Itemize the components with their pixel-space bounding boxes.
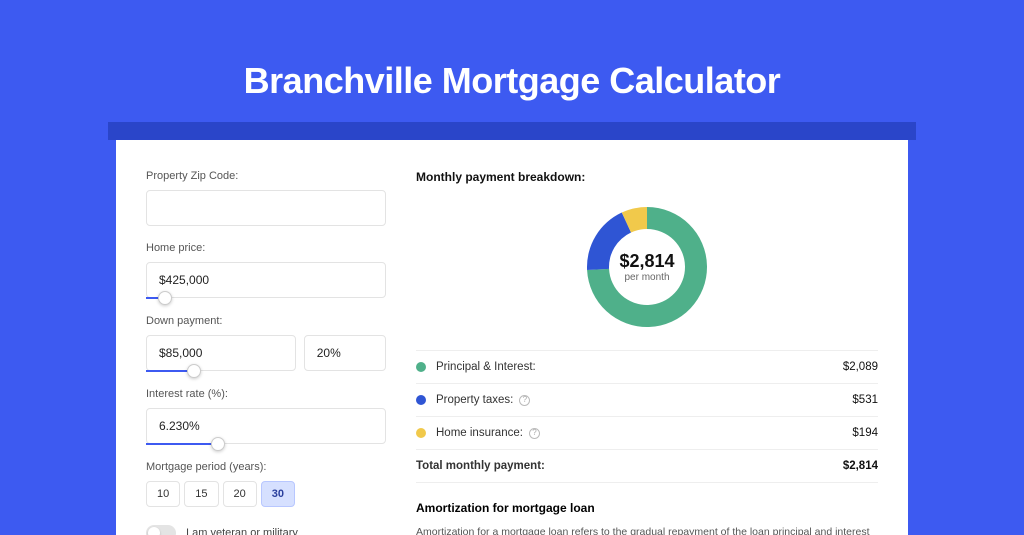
- period-group: Mortgage period (years): 10152030: [146, 461, 386, 507]
- color-swatch: [416, 362, 426, 372]
- period-button-10[interactable]: 10: [146, 481, 180, 507]
- interest-rate-slider-fill: [146, 443, 218, 445]
- down-payment-label: Down payment:: [146, 315, 386, 327]
- down-payment-group: Down payment:: [146, 315, 386, 372]
- breakdown-label: Home insurance:?: [436, 427, 852, 439]
- breakdown-total-row: Total monthly payment:$2,814: [416, 450, 878, 483]
- veteran-label: I am veteran or military: [186, 527, 298, 535]
- breakdown-row: Home insurance:?$194: [416, 417, 878, 450]
- amortization-text: Amortization for a mortgage loan refers …: [416, 525, 878, 535]
- breakdown-value: $2,089: [843, 361, 878, 373]
- breakdown-label: Property taxes:?: [436, 394, 852, 406]
- form-column: Property Zip Code: Home price: Down paym…: [146, 170, 386, 525]
- period-button-15[interactable]: 15: [184, 481, 218, 507]
- breakdown-row: Property taxes:?$531: [416, 384, 878, 417]
- donut-amount: $2,814: [619, 251, 674, 272]
- breakdown-row: Principal & Interest:$2,089: [416, 351, 878, 384]
- donut-chart: $2,814 per month: [582, 202, 712, 332]
- down-payment-pct-input[interactable]: [304, 335, 386, 371]
- zip-label: Property Zip Code:: [146, 170, 386, 182]
- interest-rate-input[interactable]: [146, 408, 386, 444]
- interest-rate-slider[interactable]: [146, 443, 386, 445]
- period-button-30[interactable]: 30: [261, 481, 295, 507]
- breakdown-column: Monthly payment breakdown: $2,814 per mo…: [416, 170, 878, 525]
- info-icon[interactable]: ?: [519, 395, 530, 406]
- breakdown-total-label: Total monthly payment:: [416, 460, 843, 472]
- veteran-row: I am veteran or military: [146, 525, 386, 535]
- calculator-card: Property Zip Code: Home price: Down paym…: [116, 140, 908, 535]
- down-payment-slider[interactable]: [146, 370, 386, 372]
- info-icon[interactable]: ?: [529, 428, 540, 439]
- down-payment-amount-input[interactable]: [146, 335, 296, 371]
- home-price-input[interactable]: [146, 262, 386, 298]
- card-shadow: [108, 122, 916, 140]
- period-button-20[interactable]: 20: [223, 481, 257, 507]
- color-swatch: [416, 395, 426, 405]
- donut-chart-wrap: $2,814 per month: [416, 196, 878, 350]
- interest-rate-slider-thumb[interactable]: [211, 437, 225, 451]
- period-label: Mortgage period (years):: [146, 461, 386, 473]
- breakdown-label: Principal & Interest:: [436, 361, 843, 373]
- home-price-slider[interactable]: [146, 297, 386, 299]
- veteran-toggle[interactable]: [146, 525, 176, 535]
- donut-sub: per month: [619, 272, 674, 283]
- period-buttons: 10152030: [146, 481, 386, 507]
- breakdown-title: Monthly payment breakdown:: [416, 170, 878, 184]
- home-price-slider-thumb[interactable]: [158, 291, 172, 305]
- interest-rate-label: Interest rate (%):: [146, 388, 386, 400]
- breakdown-total-value: $2,814: [843, 460, 878, 472]
- page-title: Branchville Mortgage Calculator: [0, 0, 1024, 122]
- breakdown-list: Principal & Interest:$2,089Property taxe…: [416, 350, 878, 483]
- home-price-group: Home price:: [146, 242, 386, 299]
- donut-center: $2,814 per month: [619, 251, 674, 283]
- color-swatch: [416, 428, 426, 438]
- breakdown-value: $194: [852, 427, 878, 439]
- breakdown-value: $531: [852, 394, 878, 406]
- amortization-title: Amortization for mortgage loan: [416, 501, 878, 515]
- down-payment-slider-thumb[interactable]: [187, 364, 201, 378]
- home-price-label: Home price:: [146, 242, 386, 254]
- interest-rate-group: Interest rate (%):: [146, 388, 386, 445]
- zip-field-group: Property Zip Code:: [146, 170, 386, 226]
- zip-input[interactable]: [146, 190, 386, 226]
